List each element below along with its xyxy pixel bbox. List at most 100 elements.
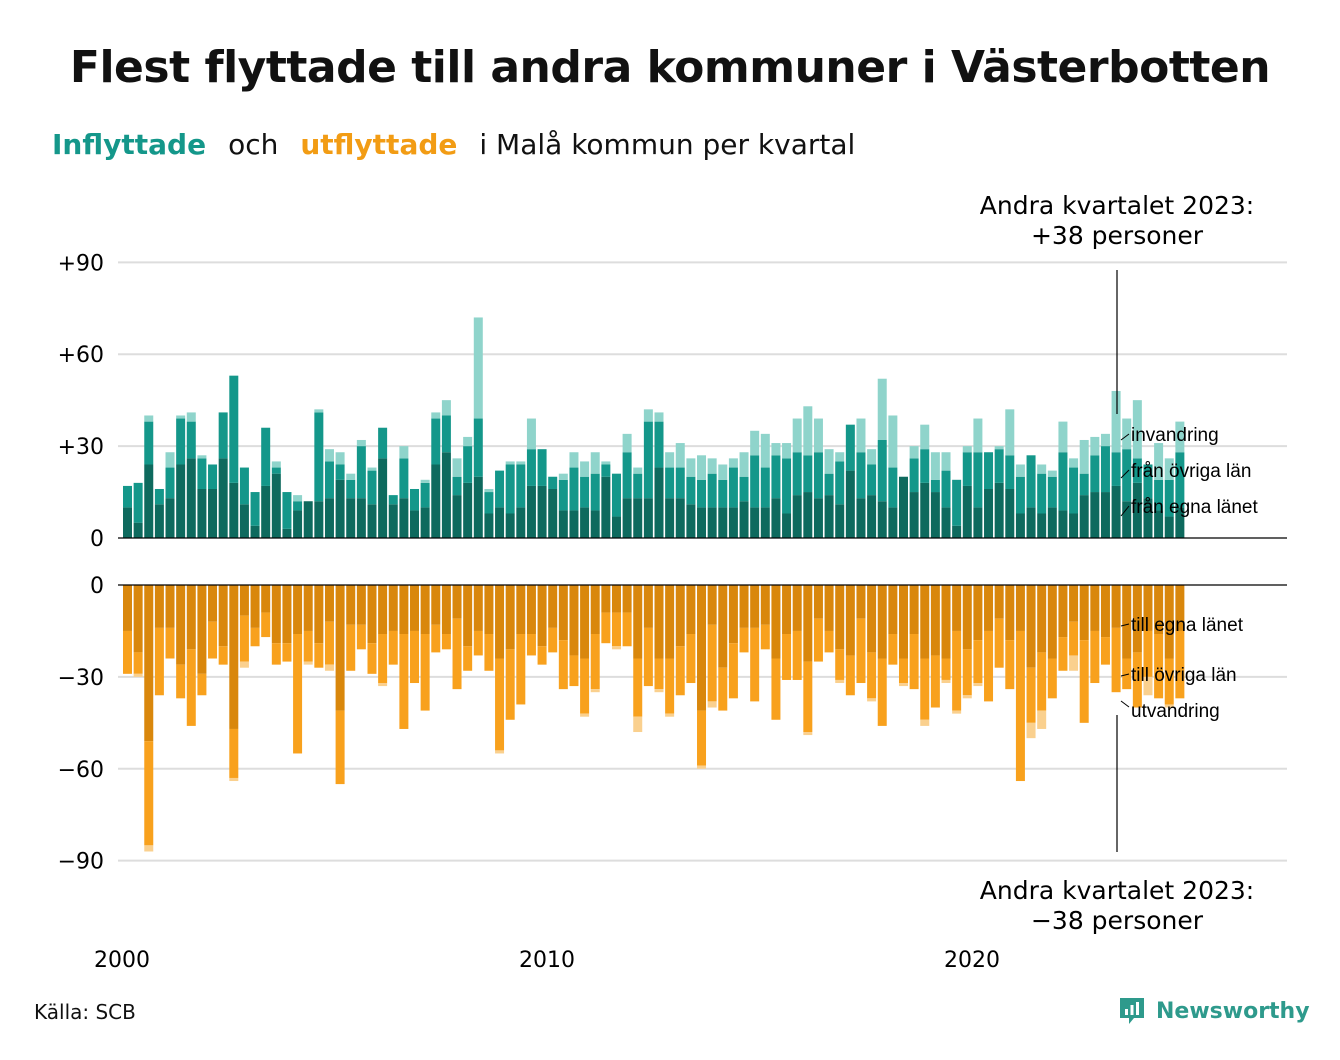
bar-out-till_ovriga_lan — [611, 612, 621, 647]
bar-out-till_ovriga_lan — [1154, 634, 1164, 699]
bar-out-utvandring — [707, 701, 717, 708]
bar-out-till_egna_lanet — [1058, 585, 1068, 638]
bar-out-utvandring — [697, 765, 707, 769]
bar-out-till_egna_lanet — [303, 585, 313, 631]
bar-in-fran_ovriga_lan — [1090, 455, 1100, 493]
bar-in-invandring — [824, 449, 834, 474]
bar-out-till_ovriga_lan — [898, 658, 908, 684]
bar-in-fran_ovriga_lan — [378, 427, 388, 459]
bar-in-fran_egna_lanet — [1154, 510, 1164, 538]
bar-in-fran_egna_lanet — [633, 498, 643, 538]
bar-in-invandring — [888, 415, 898, 468]
bar-in-invandring — [367, 467, 377, 471]
bar-out-till_egna_lanet — [1037, 585, 1047, 653]
bar-out-till_egna_lanet — [388, 585, 398, 631]
bar-out-till_ovriga_lan — [877, 658, 887, 726]
bar-out-till_egna_lanet — [1090, 585, 1100, 631]
bar-out-till_egna_lanet — [463, 585, 473, 647]
bar-in-fran_ovriga_lan — [473, 418, 483, 477]
bar-out-till_egna_lanet — [516, 585, 526, 635]
bar-out-till_ovriga_lan — [154, 627, 164, 696]
bar-out-till_ovriga_lan — [1111, 627, 1121, 693]
bar-out-till_ovriga_lan — [452, 618, 462, 690]
bar-out-till_egna_lanet — [399, 585, 409, 635]
bar-in-fran_ovriga_lan — [835, 461, 845, 505]
bar-out-till_ovriga_lan — [1100, 637, 1110, 665]
bar-in-fran_ovriga_lan — [197, 458, 207, 489]
bar-in-invandring — [420, 479, 430, 483]
bar-in-fran_egna_lanet — [686, 504, 696, 538]
bar-out-till_egna_lanet — [750, 585, 760, 628]
bar-in-fran_egna_lanet — [601, 476, 611, 538]
x-tick-label: 2020 — [944, 948, 1000, 973]
bar-in-invandring — [1037, 464, 1047, 474]
bar-in-fran_ovriga_lan — [909, 458, 919, 493]
bar-in-invandring — [813, 418, 823, 453]
bar-out-till_egna_lanet — [410, 585, 420, 631]
annotation-bottom-line1: Andra kvartalet 2023: — [980, 876, 1254, 905]
x-tick-label: 2010 — [519, 948, 575, 973]
bar-out-till_ovriga_lan — [1026, 667, 1036, 723]
bar-out-till_egna_lanet — [867, 585, 877, 653]
bar-in-fran_ovriga_lan — [856, 452, 866, 499]
bar-out-till_ovriga_lan — [962, 649, 972, 696]
bar-in-fran_ovriga_lan — [803, 455, 813, 493]
bar-in-fran_egna_lanet — [654, 467, 664, 538]
bar-in-fran_ovriga_lan — [952, 479, 962, 526]
bar-out-utvandring — [144, 845, 154, 852]
bar-out-till_ovriga_lan — [271, 643, 281, 665]
bar-in-fran_egna_lanet — [1058, 510, 1068, 538]
bar-out-till_ovriga_lan — [1122, 658, 1132, 690]
bar-in-fran_ovriga_lan — [813, 452, 823, 499]
bar-in-invandring — [760, 433, 770, 468]
bar-in-fran_egna_lanet — [123, 507, 132, 538]
bar-in-fran_egna_lanet — [718, 507, 728, 538]
bar-out-till_ovriga_lan — [941, 658, 951, 680]
bar-in-fran_egna_lanet — [750, 507, 760, 538]
bar-in-invandring — [144, 415, 154, 422]
bar-out-till_ovriga_lan — [186, 649, 196, 726]
bar-in-fran_egna_lanet — [303, 501, 313, 538]
bar-out-till_egna_lanet — [675, 585, 685, 647]
bar-in-fran_egna_lanet — [367, 504, 377, 538]
bar-in-fran_ovriga_lan — [675, 467, 685, 499]
bar-in-invandring — [728, 458, 738, 468]
bar-in-fran_ovriga_lan — [622, 452, 632, 499]
bar-in-fran_egna_lanet — [516, 507, 526, 538]
bar-out-till_egna_lanet — [293, 585, 303, 635]
bar-in-invandring — [920, 424, 930, 450]
bar-out-till_ovriga_lan — [824, 630, 834, 653]
y-tick-label-bottom: −60 — [58, 758, 104, 783]
bar-out-till_egna_lanet — [548, 585, 558, 628]
bar-out-utvandring — [324, 664, 334, 671]
source-note: Källa: SCB — [34, 1000, 136, 1024]
bar-in-fran_ovriga_lan — [165, 467, 175, 499]
bar-in-fran_ovriga_lan — [1015, 476, 1025, 514]
annotation-top-line1: Andra kvartalet 2023: — [980, 191, 1254, 220]
series-label-inflyttade: från övriga län — [1131, 461, 1251, 482]
bar-in-fran_egna_lanet — [144, 464, 154, 538]
bar-out-till_ovriga_lan — [930, 655, 940, 708]
bar-in-fran_egna_lanet — [909, 492, 919, 539]
bar-out-till_egna_lanet — [1164, 585, 1174, 659]
bar-in-invandring — [516, 461, 526, 465]
bar-out-till_ovriga_lan — [622, 612, 632, 647]
bar-out-till_ovriga_lan — [399, 634, 409, 729]
bar-in-invandring — [1047, 470, 1057, 477]
bar-in-invandring — [1132, 400, 1142, 459]
bar-in-fran_ovriga_lan — [962, 452, 972, 486]
bar-out-till_egna_lanet — [208, 585, 218, 622]
bar-in-fran_ovriga_lan — [1047, 476, 1057, 508]
bar-in-fran_ovriga_lan — [516, 464, 526, 508]
bar-in-fran_ovriga_lan — [1122, 449, 1132, 502]
bar-out-till_egna_lanet — [133, 585, 143, 653]
bar-out-till_ovriga_lan — [697, 710, 707, 766]
bar-out-till_egna_lanet — [994, 585, 1004, 619]
inflyttade-bars — [123, 317, 1185, 539]
bar-out-till_egna_lanet — [261, 585, 271, 613]
y-tick-label-bottom: −90 — [58, 850, 104, 875]
bar-in-fran_egna_lanet — [526, 485, 536, 538]
bar-out-utvandring — [580, 713, 590, 717]
y-tick-label-top: +60 — [58, 343, 104, 368]
bar-out-till_ovriga_lan — [739, 627, 749, 653]
